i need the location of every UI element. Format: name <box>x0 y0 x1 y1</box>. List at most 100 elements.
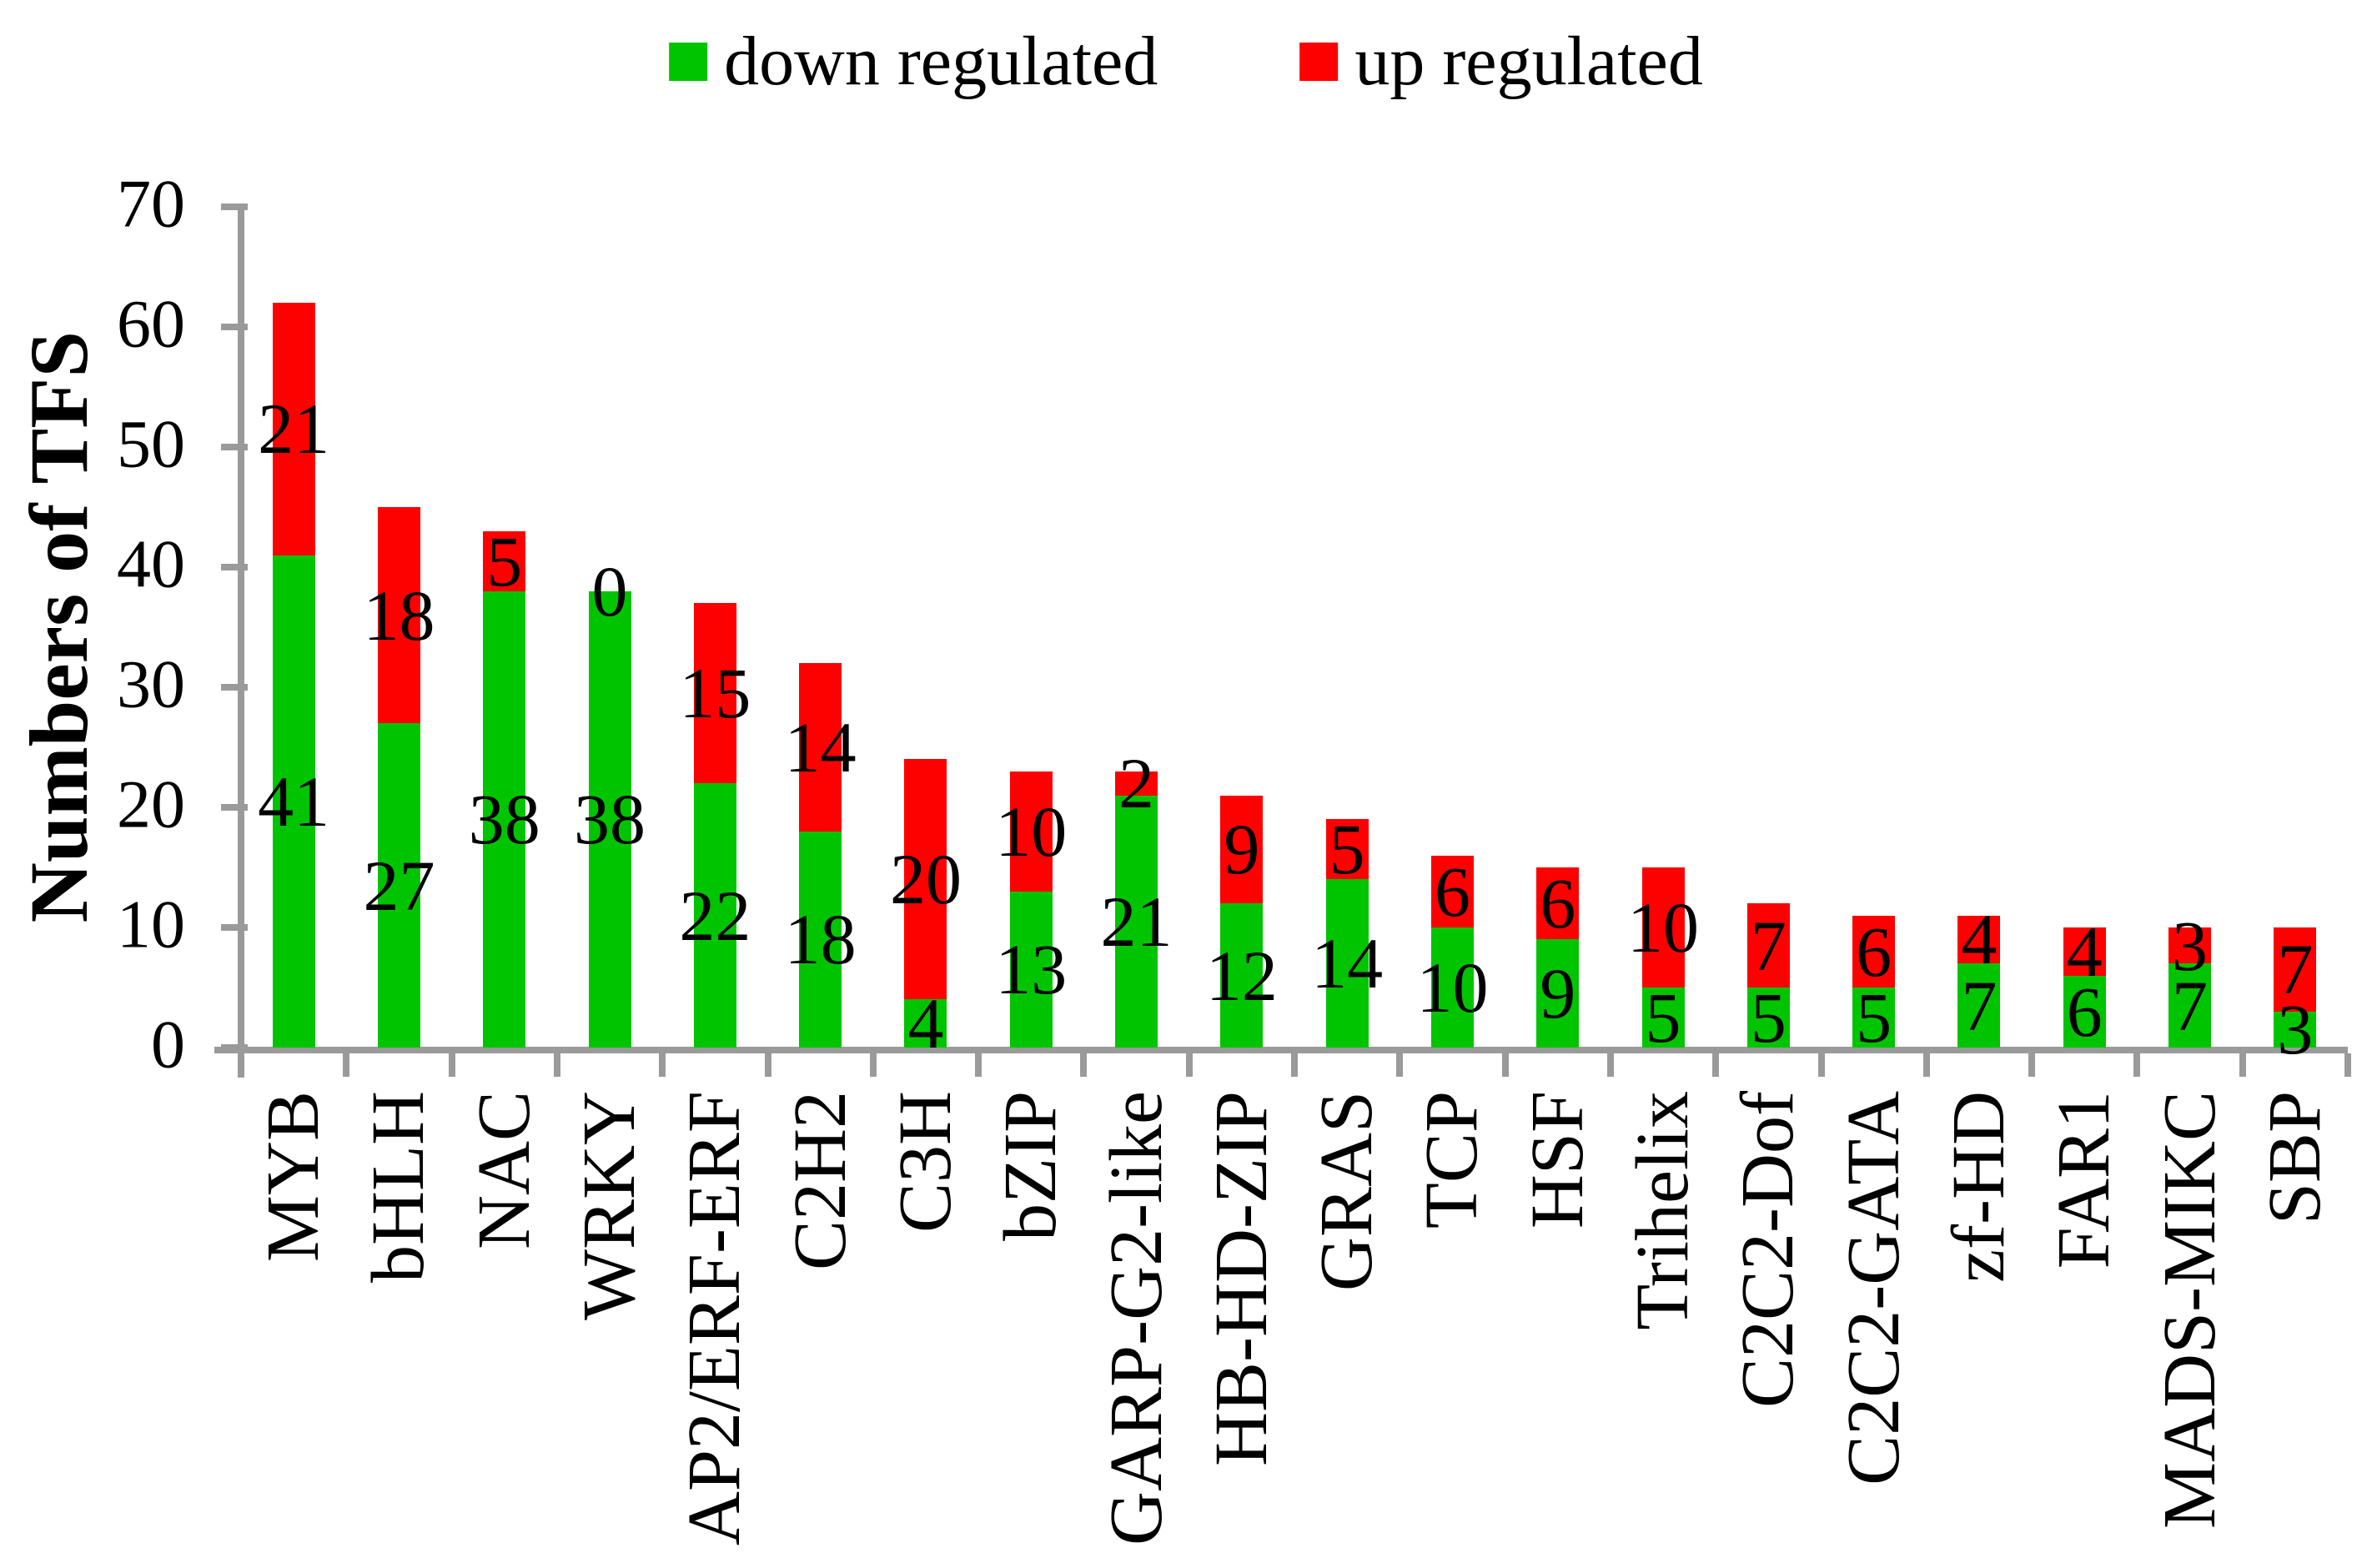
x-axis-category-label: bHLH <box>357 1091 440 1283</box>
x-axis-category-label: bZIP <box>989 1091 1073 1241</box>
bar-value-label-down: 4 <box>907 983 944 1064</box>
bar-segment-up-regulated <box>1009 771 1053 892</box>
bar-segment-up-regulated <box>483 530 526 591</box>
bar-value-label-down: 27 <box>363 845 435 926</box>
x-axis-tick <box>1291 1053 1298 1077</box>
bar-value-label-down: 5 <box>1750 977 1787 1058</box>
bar-value-label-down: 10 <box>1416 947 1489 1028</box>
y-axis-tick-label: 70 <box>117 165 185 242</box>
y-axis-tick-label: 30 <box>117 646 185 722</box>
y-axis-tick-label: 10 <box>117 886 185 962</box>
x-axis-tick <box>659 1053 666 1077</box>
legend-item-up-regulated: up regulated <box>1299 22 1703 103</box>
bar-value-label-down: 6 <box>2066 971 2103 1052</box>
legend: down regulated up regulated <box>669 22 1703 103</box>
bar-segment-up-regulated <box>1430 855 1474 927</box>
bar-segment-up-regulated <box>1325 819 1369 880</box>
bar-value-label-up: 21 <box>258 389 330 470</box>
bar-segment-down-regulated <box>2274 1011 2317 1048</box>
y-axis-tick <box>221 324 248 330</box>
bar-value-label-up: 6 <box>1856 911 1892 992</box>
x-axis-category-label-container: WRKY <box>557 1091 662 1320</box>
bar-value-label-down: 5 <box>1645 977 1681 1058</box>
y-axis-tick <box>221 924 248 931</box>
x-axis-category-label-container: GRAS <box>1294 1091 1400 1291</box>
bar-segment-down-regulated <box>1325 879 1369 1048</box>
x-axis-category-label: SBP <box>2253 1091 2336 1225</box>
bar-segment-up-regulated <box>1115 771 1158 796</box>
bar-value-label-up: 4 <box>2066 911 2103 992</box>
x-axis-category-label-container: MYB <box>241 1091 346 1262</box>
legend-label-up: up regulated <box>1354 23 1703 100</box>
x-axis-category-label-container: FAR1 <box>2032 1091 2137 1269</box>
y-axis-tick <box>221 204 248 210</box>
bar-value-label-up: 6 <box>1434 851 1470 932</box>
bar-value-label-up: 2 <box>1118 743 1155 824</box>
bar-segment-down-regulated <box>1957 963 2001 1048</box>
bar-segment-down-regulated <box>2168 963 2212 1048</box>
bar-value-label-down: 12 <box>1205 935 1278 1016</box>
x-axis-category-label-container: bZIP <box>978 1091 1083 1241</box>
bar-value-label-up: 5 <box>486 520 523 601</box>
bar-segment-up-regulated <box>904 759 947 1000</box>
x-axis-tick <box>2239 1053 2246 1077</box>
bar-value-label-up: 9 <box>1224 809 1260 890</box>
x-axis-category-label-container: SBP <box>2243 1091 2348 1224</box>
x-axis-tick <box>448 1053 455 1077</box>
legend-label-down: down regulated <box>724 23 1158 100</box>
x-axis-category-label: FAR1 <box>2043 1091 2126 1269</box>
y-axis-tick <box>221 444 248 450</box>
bar-value-label-up: 7 <box>2277 929 2314 1010</box>
x-axis-category-label: MYB <box>252 1091 335 1263</box>
bar-segment-down-regulated <box>1641 988 1685 1048</box>
x-axis-category-label: C2H2 <box>778 1091 862 1271</box>
bar-value-label-up: 10 <box>995 791 1068 872</box>
x-axis-tick <box>1817 1053 1825 1077</box>
x-axis-category-label: NAC <box>462 1091 545 1250</box>
x-axis-category-label: GARP-G2-like <box>1094 1091 1178 1545</box>
x-axis-category-label: C3H <box>883 1091 967 1234</box>
bar-segment-up-regulated <box>1641 867 1685 988</box>
bar-segment-up-regulated <box>799 663 842 832</box>
bar-value-label-down: 3 <box>2277 989 2314 1070</box>
bar-value-label-down: 21 <box>1100 881 1173 962</box>
x-axis-category-label-container: Trihelix <box>1611 1091 1716 1330</box>
x-axis-category-label-container: MADS-MIKC <box>2138 1091 2243 1529</box>
legend-swatch-up-icon <box>1299 43 1339 82</box>
bar-segment-up-regulated <box>377 507 420 724</box>
bar-value-label-up: 5 <box>1329 809 1365 890</box>
x-axis-category-label: C2C2-Dof <box>1726 1091 1810 1408</box>
bar-value-label-up: 4 <box>1961 899 1998 980</box>
y-axis-tick-label: 50 <box>117 405 185 482</box>
x-axis-category-label-container: bHLH <box>346 1091 451 1283</box>
bar-value-label-down: 7 <box>2172 965 2209 1046</box>
bar-value-label-down: 14 <box>1311 923 1384 1004</box>
bar-value-label-down: 41 <box>258 761 330 842</box>
y-axis-line <box>238 204 244 1078</box>
x-axis-tick <box>238 1053 244 1077</box>
bar-value-label-down: 18 <box>784 899 857 980</box>
legend-item-down-regulated: down regulated <box>669 22 1158 103</box>
x-axis-tick <box>1501 1053 1509 1077</box>
y-axis-tick <box>221 564 248 570</box>
x-axis-tick <box>869 1053 877 1077</box>
y-axis-tick-label: 60 <box>117 285 185 362</box>
bar-segment-up-regulated <box>1536 867 1580 940</box>
x-axis-category-label: TCP <box>1410 1091 1494 1229</box>
bar-segment-down-regulated <box>1746 988 1790 1048</box>
bar-segment-up-regulated <box>2063 927 2106 976</box>
bar-segment-up-regulated <box>1746 903 1790 988</box>
bar-segment-up-regulated <box>1220 795 1264 904</box>
bar-value-label-down: 5 <box>1856 977 1892 1058</box>
bar-segment-down-regulated <box>272 555 315 1048</box>
bar-value-label-up: 6 <box>1540 863 1576 944</box>
bar-value-label-up: 14 <box>784 707 857 787</box>
y-axis-tick-label: 0 <box>151 1006 185 1083</box>
bar-value-label-down: 13 <box>995 929 1068 1010</box>
x-axis-tick <box>343 1053 350 1077</box>
x-axis-tick <box>1922 1053 1930 1077</box>
x-axis-tick <box>1185 1053 1193 1077</box>
bar-value-label-up: 20 <box>889 839 962 920</box>
bar-segment-up-regulated <box>2274 927 2317 1012</box>
bar-segment-down-regulated <box>588 591 631 1048</box>
